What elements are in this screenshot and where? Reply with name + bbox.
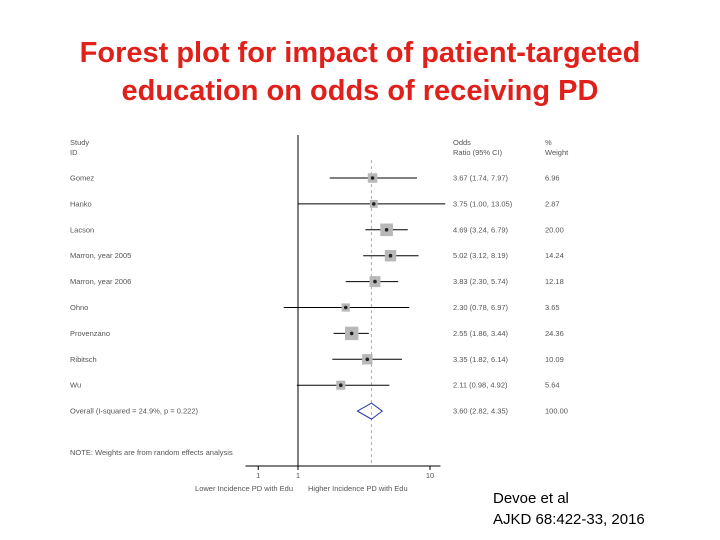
overall-diamond (356, 402, 384, 420)
ci-value: 3.83 (2.30, 5.74) (453, 277, 509, 286)
slide-title-line-2: education on odds of receiving PD (121, 75, 599, 107)
point-estimate (388, 253, 393, 258)
ci-value: 3.35 (1.82, 6.14) (453, 355, 509, 364)
weights-note: NOTE: Weights are from random effects an… (70, 448, 233, 457)
ci-value: 3.67 (1.74, 7.97) (453, 174, 509, 183)
citation-journal: AJKD 68:422-33, 2016 (493, 511, 645, 528)
direction-label-right: Higher Incidence PD with Edu (308, 484, 408, 493)
weight-value: 5.64 (545, 381, 560, 390)
point-estimate (343, 305, 348, 310)
header-odds: Odds (453, 138, 471, 147)
slide-title: Forest plot for impact of patient-target… (0, 34, 720, 110)
point-estimate (371, 202, 376, 206)
x-tick-label: 1 (296, 471, 300, 480)
weight-value: 14.24 (545, 251, 564, 260)
citation-authors: Devoe et al (493, 490, 569, 507)
x-tick-label: 10 (426, 471, 434, 480)
ci-value: 2.11 (0.98, 4.92) (453, 381, 508, 390)
overall-label: Overall (I-squared = 24.9%, p = 0.222) (70, 407, 198, 416)
weight-value: 6.96 (545, 174, 560, 183)
ci-value: 2.55 (1.86, 3.44) (453, 329, 509, 338)
point-estimate (373, 279, 377, 284)
study-label: Marron, year 2005 (70, 251, 131, 260)
x-tick-label: 1 (256, 471, 260, 480)
weight-value: 24.36 (545, 329, 564, 338)
weight-value: 10.09 (545, 355, 564, 364)
point-estimate (349, 331, 354, 336)
study-label: Ribitsch (70, 355, 97, 364)
point-estimate (370, 176, 375, 180)
study-label: Lacson (70, 225, 94, 234)
study-label: Gomez (70, 174, 94, 183)
point-estimate (339, 383, 343, 388)
study-label: Marron, year 2006 (70, 277, 131, 286)
weight-value: 12.18 (545, 277, 564, 286)
study-label: Ohno (70, 303, 88, 312)
citation: Devoe et al AJKD 68:422-33, 2016 (493, 488, 645, 530)
study-label: Wu (70, 381, 81, 390)
weight-value: 2.87 (545, 199, 560, 208)
ci-value: 5.02 (3.12, 8.19) (453, 251, 509, 260)
weight-value: 3.65 (545, 303, 560, 312)
weight-value: 20.00 (545, 225, 564, 234)
header-study: Study (70, 138, 89, 147)
study-label: Hanko (70, 199, 92, 208)
ci-value: 2.30 (0.78, 6.97) (453, 303, 509, 312)
point-estimate (365, 357, 370, 362)
overall-ci-value: 3.60 (2.82, 4.35) (453, 407, 509, 416)
direction-label-left: Lower Incidence PD with Edu (195, 484, 293, 493)
header-percent: % (545, 138, 552, 147)
point-estimate (384, 228, 389, 232)
ci-value: 3.75 (1.00, 13.05) (453, 199, 513, 208)
header-weight: Weight (545, 148, 569, 157)
header-id: ID (70, 148, 78, 157)
overall-weight-value: 100.00 (545, 407, 568, 416)
study-label: Provenzano (70, 329, 110, 338)
ci-value: 4.69 (3.24, 6.79) (453, 225, 509, 234)
header-ratio-ci: Ratio (95% CI) (453, 148, 503, 157)
slide-title-line-1: Forest plot for impact of patient-target… (79, 37, 641, 69)
